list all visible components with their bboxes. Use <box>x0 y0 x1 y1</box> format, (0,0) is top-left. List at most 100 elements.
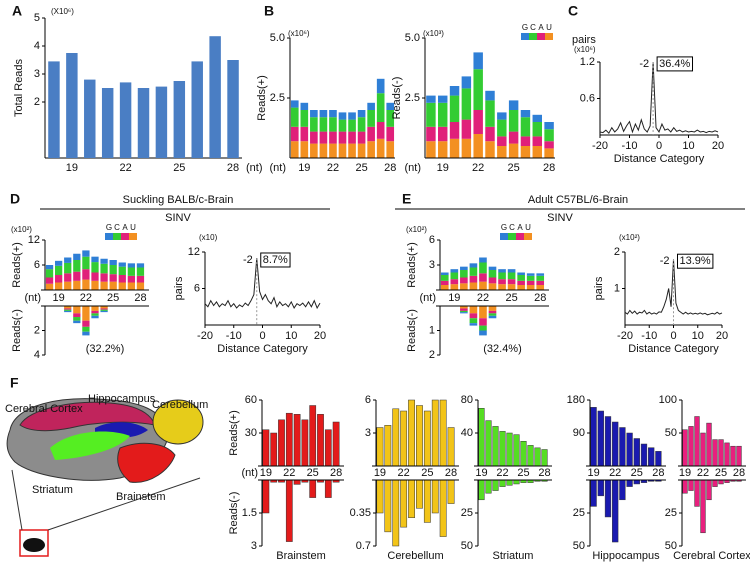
y-tick-label: 6 <box>429 234 435 246</box>
y-tick-label: 50 <box>665 427 677 439</box>
bar-segment <box>450 284 459 290</box>
brain-label: Brainstem <box>116 491 166 503</box>
bar <box>597 479 604 497</box>
bar <box>499 479 506 487</box>
bar-segment <box>532 136 542 146</box>
bar-segment <box>73 260 81 272</box>
bar-segment <box>348 119 356 132</box>
bar-segment <box>100 309 108 311</box>
bar-segment <box>544 141 554 149</box>
y-tick-label: 60 <box>245 394 257 406</box>
bar-segment <box>73 271 81 281</box>
bar <box>324 429 332 467</box>
bar-segment <box>469 282 478 290</box>
bar <box>485 420 492 467</box>
bar-segment <box>426 102 436 127</box>
bar-segment <box>460 277 468 284</box>
legend-label: A <box>538 23 544 32</box>
x-tick-label: 25 <box>505 292 517 304</box>
bar-segment <box>544 148 554 158</box>
bar-segment <box>485 126 495 142</box>
bar-segment <box>469 275 478 283</box>
x-unit: (nt) <box>246 162 263 174</box>
bar <box>332 421 340 467</box>
legend-swatch <box>524 233 532 240</box>
bar-segment <box>517 285 525 290</box>
bar-segment <box>64 257 72 263</box>
bar-segment <box>460 283 468 290</box>
x-axis-label: Distance Category <box>628 343 719 355</box>
panel-letter: A <box>12 3 22 19</box>
bar-segment <box>64 281 72 290</box>
bar <box>478 479 485 501</box>
bar-segment <box>290 126 299 142</box>
bar <box>506 479 513 486</box>
bar <box>431 479 439 514</box>
group-subtitle: SINV <box>165 212 191 224</box>
bar <box>499 431 506 467</box>
bar <box>712 439 718 467</box>
chart-title: Hippocampus <box>592 550 660 562</box>
bar-segment <box>82 306 90 321</box>
x-tick-label: 10 <box>682 140 694 152</box>
bar-segment <box>329 131 337 144</box>
bar-segment <box>290 107 299 127</box>
x-tick-label: 22 <box>472 162 484 174</box>
bar-segment <box>136 263 145 268</box>
y-tick-label: 2.5 <box>405 92 420 104</box>
x-tick-label: 0 <box>259 330 265 342</box>
bar-segment <box>73 320 81 324</box>
bar-segment <box>520 110 531 118</box>
cerebellum-region <box>152 399 204 445</box>
y-tick-label: 1.2 <box>580 56 595 68</box>
x-tick-label: 28 <box>543 162 555 174</box>
bar-segment <box>319 117 328 132</box>
y-tick-label: 25 <box>665 507 677 519</box>
x-tick-label: 22 <box>697 467 709 479</box>
bar <box>191 61 203 158</box>
bar-segment <box>508 110 519 132</box>
bar-segment <box>290 141 299 158</box>
legend-swatch <box>545 33 553 40</box>
bar-segment <box>82 256 90 270</box>
note: (32.2%) <box>86 343 125 355</box>
x-tick-label: 22 <box>609 467 621 479</box>
bar-segment <box>357 117 366 132</box>
bar-segment <box>479 257 487 263</box>
y-axis-label: Reads(+) <box>11 242 23 288</box>
bar-segment <box>438 95 448 103</box>
bar-segment <box>526 280 535 285</box>
y-axis-label: Reads(-) <box>11 309 23 352</box>
y-tick-label: 2 <box>429 349 435 361</box>
zoom-line <box>11 469 23 531</box>
panel-letter: C <box>568 3 578 19</box>
bar-segment <box>82 279 90 290</box>
peak-label: -2 <box>243 254 253 266</box>
x-tick-label: 28 <box>134 292 146 304</box>
bar-segment <box>498 272 506 280</box>
peak-box <box>677 253 714 269</box>
bar-segment <box>479 262 487 274</box>
bar-segment <box>536 280 545 285</box>
bar-segment <box>73 313 81 318</box>
x-tick-label: 25 <box>173 162 185 174</box>
y-axis-label: pairs <box>572 34 596 46</box>
bar-segment <box>507 284 516 290</box>
bar-segment <box>508 131 519 144</box>
bar-segment <box>300 110 309 127</box>
x-tick-label: 19 <box>679 467 691 479</box>
bar <box>492 426 499 467</box>
y-tick-label: 3 <box>34 68 40 80</box>
group-title: Adult C57BL/6-Brain <box>528 194 628 206</box>
bar <box>718 479 724 485</box>
bar-segment <box>450 272 459 280</box>
chart-title: Brainstem <box>276 550 326 562</box>
bar-segment <box>367 141 375 158</box>
bar <box>619 479 626 501</box>
chart-title: Cerebral Cortex <box>673 550 750 562</box>
bar-segment <box>55 265 63 275</box>
bar-segment <box>118 262 126 267</box>
bar-segment <box>440 285 449 290</box>
legend-label: C <box>530 23 536 32</box>
striatum-region <box>50 431 130 460</box>
